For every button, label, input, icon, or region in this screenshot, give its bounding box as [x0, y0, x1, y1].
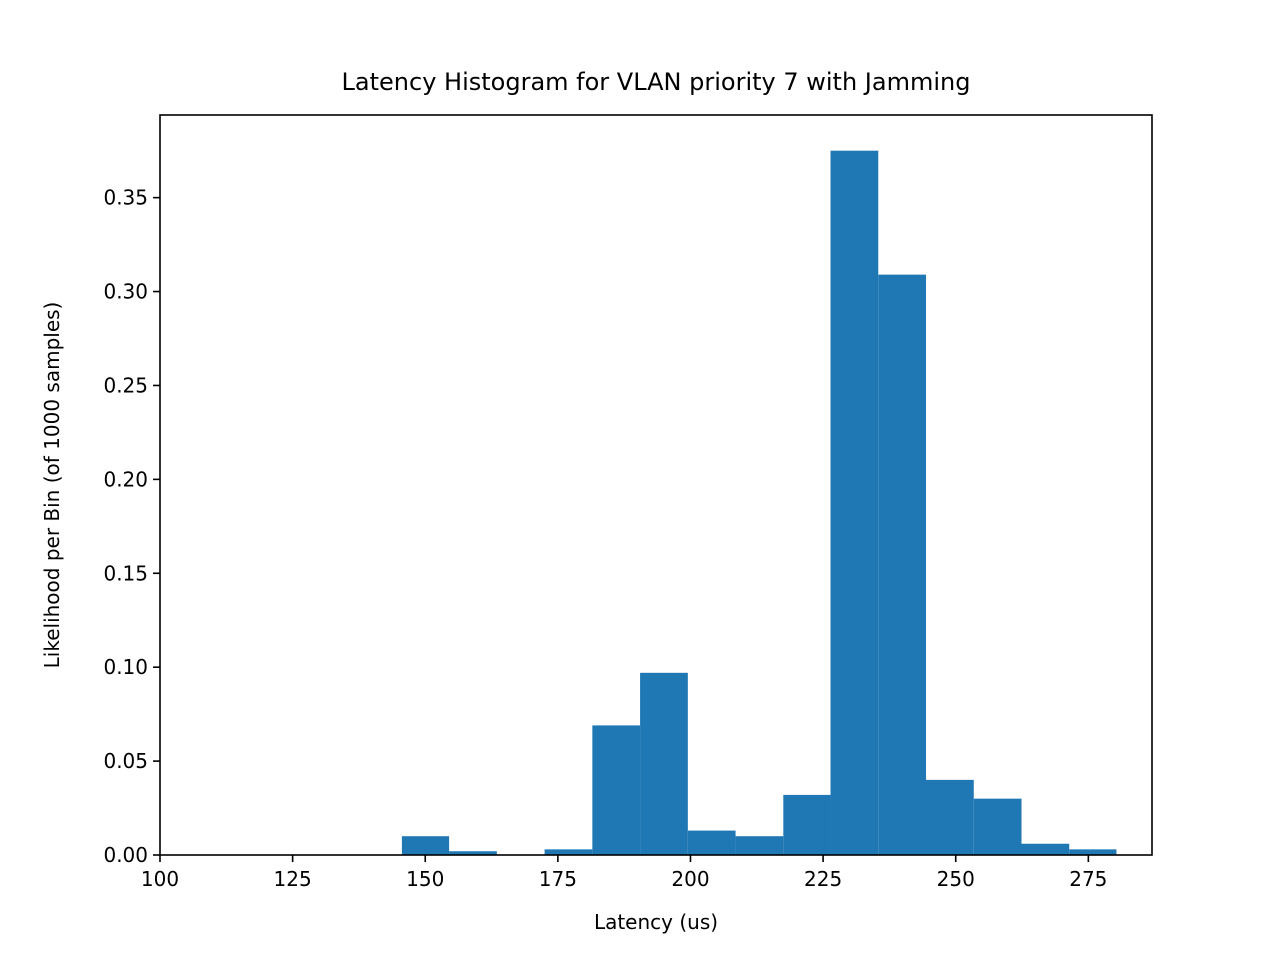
x-tick-label: 275 — [1069, 867, 1107, 891]
x-tick-label: 175 — [539, 867, 577, 891]
bars-group — [401, 150, 1117, 856]
y-tick-label: 0.10 — [103, 655, 148, 679]
y-tick-label: 0.00 — [103, 843, 148, 867]
histogram-bar — [687, 830, 736, 855]
y-tick-label: 0.20 — [103, 467, 148, 491]
histogram-bar — [1021, 843, 1070, 855]
histogram-bar — [401, 836, 450, 855]
histogram-bar — [878, 274, 927, 856]
chart-title: Latency Histogram for VLAN priority 7 wi… — [341, 68, 971, 96]
x-tick-label: 200 — [671, 867, 709, 891]
histogram-bar — [640, 672, 688, 855]
histogram-bar — [449, 851, 497, 855]
x-tick-label: 150 — [406, 867, 444, 891]
y-tick-label: 0.25 — [103, 373, 148, 397]
y-tick-label: 0.35 — [103, 186, 148, 210]
histogram-bar — [735, 836, 784, 855]
histogram-bar — [783, 794, 831, 855]
histogram-bar — [830, 150, 879, 855]
histogram-bar — [926, 779, 974, 855]
histogram-bar — [973, 798, 1022, 855]
x-tick-label: 100 — [141, 867, 179, 891]
y-tick-label: 0.15 — [103, 561, 148, 585]
histogram-bar — [592, 725, 641, 855]
plot-frame — [159, 114, 1153, 856]
x-axis-label: Latency (us) — [593, 910, 719, 934]
axes-group: 100 125 150 175 200 225 250 275 0.00 0.05 0.10 0.15… — [103, 186, 1107, 891]
histogram-bar — [1069, 849, 1117, 855]
y-tick-label: 0.05 — [103, 749, 148, 773]
y-tick-label: 0.30 — [103, 280, 148, 304]
x-tick-label: 225 — [804, 867, 842, 891]
histogram-bar — [544, 849, 593, 855]
x-tick-label: 250 — [937, 867, 975, 891]
x-tick-label: 125 — [274, 867, 312, 891]
